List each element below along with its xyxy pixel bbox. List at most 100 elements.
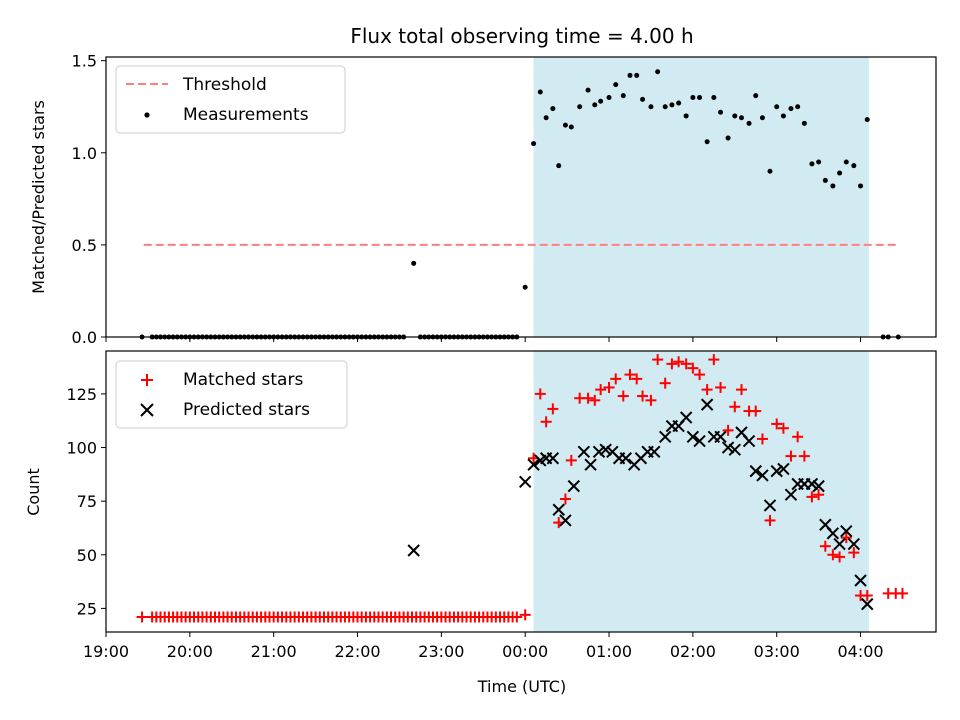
predicted-stars-point <box>584 458 597 471</box>
predicted-stars-point <box>577 445 591 459</box>
measurement-point <box>585 87 591 93</box>
measurement-point <box>411 260 417 266</box>
matched-stars-point <box>519 609 531 621</box>
y-tick-label: 50 <box>77 546 97 565</box>
measurement-point <box>640 96 646 102</box>
measurement-point <box>537 89 543 95</box>
matched-stars-point <box>589 394 601 406</box>
measurement-point <box>858 183 864 189</box>
matched-stars-point <box>792 431 804 443</box>
y-tick-label: 1.0 <box>72 144 97 163</box>
measurement-point <box>704 139 710 145</box>
x-tick-label: 21:00 <box>251 642 297 661</box>
predicted-stars-point <box>749 464 762 478</box>
matched-stars-point <box>659 377 671 389</box>
y-tick-label: 1.5 <box>72 52 97 71</box>
legend-measurements-label: Measurements <box>183 105 309 125</box>
matched-stars-point <box>896 587 908 599</box>
predicted-stars-point <box>784 488 798 501</box>
measurement-point <box>676 100 682 106</box>
predicted-stars-point <box>407 544 420 557</box>
predicted-stars-point <box>518 475 532 489</box>
matched-stars-point <box>785 450 797 462</box>
predicted-stars-point <box>679 411 693 424</box>
matched-stars-point <box>534 388 546 400</box>
predicted-stars-point <box>648 445 661 459</box>
measurement-point <box>531 141 537 147</box>
measurement-point <box>669 102 675 108</box>
measurement-point <box>711 95 717 101</box>
measurement-point <box>738 115 744 121</box>
predicted-stars-point <box>763 499 777 512</box>
x-tick-label: 19:00 <box>83 642 129 661</box>
measurement-point <box>795 104 801 110</box>
measurement-point <box>809 161 815 167</box>
measurement-point <box>837 170 843 176</box>
matched-stars-point <box>729 401 741 413</box>
measurement-point <box>767 168 773 174</box>
y-tick-label: 125 <box>66 385 97 404</box>
predicted-stars-point <box>559 514 572 527</box>
matched-stars-point <box>610 373 622 385</box>
observing-window-shade <box>533 57 869 337</box>
x-tick-label: 20:00 <box>167 642 213 661</box>
predicted-stars-point <box>619 452 633 465</box>
measurement-point <box>780 113 786 119</box>
matched-stars-point <box>771 418 783 430</box>
matched-stars-point <box>806 491 818 503</box>
predicted-stars-point <box>854 574 867 587</box>
matched-stars-point <box>637 390 649 402</box>
x-tick-label: 02:00 <box>670 642 716 661</box>
legend-predicted-label: Predicted stars <box>183 400 310 420</box>
measurement-point <box>577 104 583 110</box>
count-panel: 25 50 75 100 125 19:00 20:00 21:00 22:00 23:00 00:… <box>66 350 937 661</box>
measurement-point <box>598 98 604 104</box>
x-axis-label: Time (UTC) <box>477 677 566 696</box>
legend-matched-swatch <box>141 374 153 386</box>
measurement-point <box>662 104 668 110</box>
measurement-point <box>725 135 731 141</box>
measurement-point <box>562 122 568 128</box>
matched-stars-point <box>666 358 678 370</box>
measurement-point <box>801 120 807 126</box>
predicted-stars-point <box>847 537 861 551</box>
matched-stars-point <box>722 424 734 436</box>
legend-top: Threshold Measurements <box>115 65 346 134</box>
series-predicted-stars <box>407 398 874 611</box>
measurement-point <box>568 124 574 130</box>
predicted-stars-point <box>552 503 565 516</box>
matched-stars-point <box>708 354 720 366</box>
predicted-stars-point <box>777 462 790 476</box>
predicted-stars-point <box>770 464 783 478</box>
matched-stars-point <box>680 358 692 370</box>
matched-stars-point <box>582 392 594 404</box>
bottom-ylabel: Count <box>24 468 43 516</box>
measurement-point <box>746 120 752 126</box>
predicted-stars-point <box>861 597 874 611</box>
measurement-point <box>864 117 870 123</box>
matched-stars-point <box>603 381 615 393</box>
legend-predicted-swatch <box>140 403 154 417</box>
predicted-stars-point <box>742 434 756 448</box>
measurement-point <box>830 183 836 189</box>
measurement-point <box>732 113 738 119</box>
matched-stars-point <box>735 384 747 396</box>
matched-stars-point <box>645 394 657 406</box>
x-tick-label: 04:00 <box>837 642 883 661</box>
y-tick-label: 25 <box>77 599 97 618</box>
predicted-stars-point <box>756 469 769 482</box>
measurement-point <box>606 95 612 101</box>
matched-stars-point <box>701 384 713 396</box>
matched-stars-point <box>673 356 685 368</box>
matched-stars-point <box>652 354 664 366</box>
predicted-stars-point <box>714 430 727 444</box>
matched-stars-point <box>624 369 636 381</box>
matched-stars-point <box>750 405 762 417</box>
measurement-point <box>843 159 849 165</box>
measurement-point <box>851 163 857 169</box>
legend-threshold-label: Threshold <box>182 75 267 95</box>
measurement-point <box>613 82 619 88</box>
measurement-point <box>592 102 598 108</box>
predicted-stars-point <box>527 458 540 471</box>
